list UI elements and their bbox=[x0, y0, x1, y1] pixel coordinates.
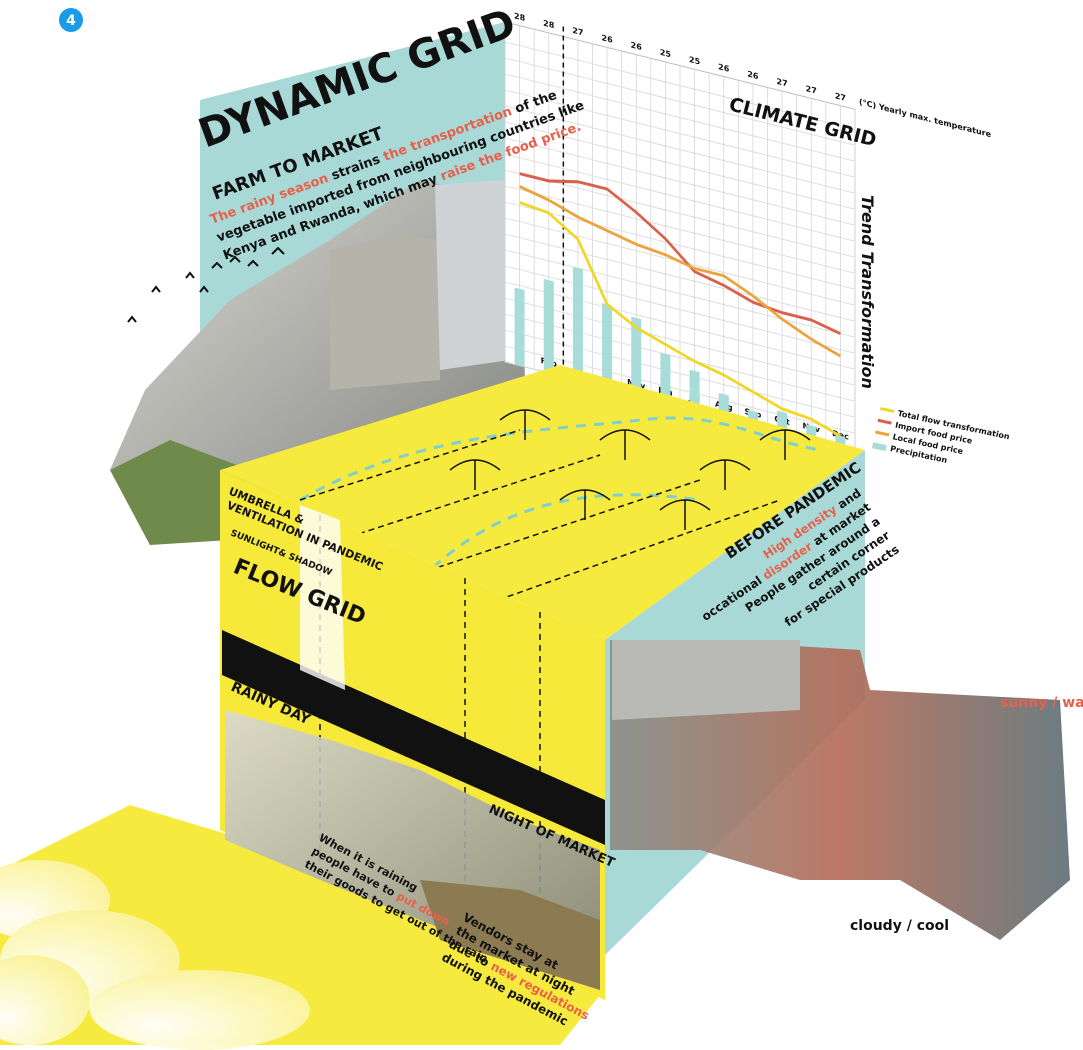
temperature-label: 26 bbox=[747, 69, 758, 82]
chart-grid bbox=[505, 153, 855, 242]
sunny-label: sunny / warm bbox=[1000, 695, 1083, 711]
temperature-label: 28 bbox=[543, 18, 554, 31]
temperature-label: 25 bbox=[660, 47, 671, 60]
legend-swatch bbox=[877, 418, 892, 425]
legend-swatch bbox=[880, 407, 895, 413]
light-beam bbox=[300, 505, 345, 690]
chart-grid bbox=[505, 73, 855, 162]
chart-grid bbox=[505, 297, 855, 386]
precipitation-bar bbox=[689, 369, 700, 411]
market-flow-paths bbox=[299, 416, 821, 582]
market-top bbox=[220, 365, 865, 640]
legend-swatch bbox=[871, 442, 887, 452]
trend-label: Trend Transformation bbox=[858, 195, 877, 389]
photo-placeholder bbox=[420, 880, 600, 990]
legend-swatch bbox=[875, 430, 890, 437]
temperature-label: 26 bbox=[602, 32, 613, 45]
precipitation-bar bbox=[660, 352, 671, 404]
chart-grid bbox=[505, 233, 855, 322]
precipitation-bar bbox=[631, 316, 642, 396]
trend-line bbox=[519, 200, 841, 438]
precipitation-bar bbox=[602, 303, 613, 389]
trend-line bbox=[519, 185, 841, 358]
photo-placeholder bbox=[110, 440, 250, 545]
cloudy-label: cloudy / cool bbox=[850, 918, 949, 934]
photo-placeholder bbox=[612, 640, 800, 720]
badge bbox=[59, 8, 83, 32]
trend-line bbox=[519, 172, 841, 336]
temperature-label: 27 bbox=[572, 25, 583, 38]
umbrellas bbox=[449, 409, 811, 530]
chart-grid bbox=[505, 89, 855, 178]
temperature-unit: (°C) Yearly max. temperature bbox=[859, 96, 991, 139]
birds bbox=[127, 246, 285, 323]
market-stall-outlines bbox=[299, 429, 781, 611]
badge-number: 4 bbox=[66, 13, 76, 29]
photo-placeholder bbox=[435, 180, 510, 370]
photo-placeholder bbox=[330, 235, 440, 390]
precipitation-bar bbox=[572, 266, 583, 382]
photo-placeholder bbox=[610, 640, 1070, 940]
temperature-label: 28 bbox=[514, 10, 525, 23]
temperature-label: 27 bbox=[806, 83, 817, 96]
temperature-label: 26 bbox=[718, 61, 729, 74]
temperature-label: 27 bbox=[835, 90, 846, 103]
night-band bbox=[222, 630, 605, 845]
precipitation-bar bbox=[543, 278, 554, 375]
precipitation-bar bbox=[514, 287, 525, 367]
temperature-label: 25 bbox=[689, 54, 700, 67]
clouds bbox=[0, 860, 310, 1050]
temperature-label: 26 bbox=[631, 39, 642, 52]
temperature-label: 27 bbox=[777, 76, 788, 89]
